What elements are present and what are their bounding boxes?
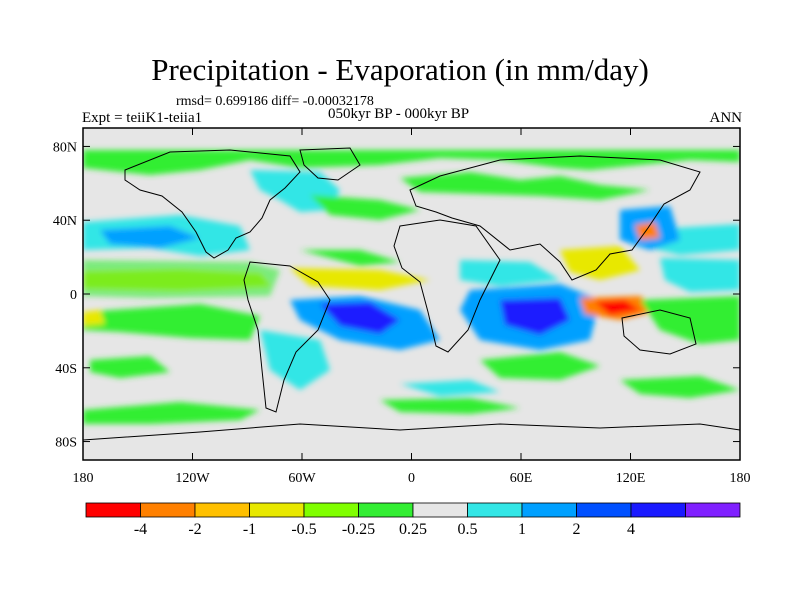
x-tick-label: 180 (730, 471, 751, 486)
y-tick-label: 40N (53, 214, 77, 229)
y-tick-label: 80N (53, 140, 77, 155)
y-tick-label: 40S (55, 362, 77, 377)
stats-line: rmsd= 0.699186 diff= -0.00032178 (176, 94, 374, 109)
field-patch (500, 298, 570, 335)
coastline-australia (621, 309, 697, 355)
colorbar: -4 -2 -1 -0.5 -0.25 0.25 0.5 1 2 4 (85, 502, 741, 538)
colorbar-label: -2 (188, 521, 201, 538)
colorbar-label: -1 (243, 521, 256, 538)
field-patch (83, 310, 105, 326)
field-patch (560, 246, 640, 280)
colorbar-swatch (630, 502, 686, 518)
colorbar-label: -0.25 (342, 521, 375, 538)
field-patch (595, 300, 640, 315)
coastline-antarctica (83, 423, 740, 441)
colorbar-swatch (358, 502, 414, 518)
colorbar-label: -0.5 (291, 521, 316, 538)
colorbar-label: -4 (134, 521, 147, 538)
plot-title: Precipitation - Evaporation (in mm/day) (151, 52, 649, 87)
field-patch (290, 268, 430, 290)
colorbar-swatch (521, 502, 577, 518)
colorbar-swatch (194, 502, 250, 518)
field-patch (620, 376, 740, 398)
colorbar-swatch (467, 502, 523, 518)
colorbar-swatch (249, 502, 305, 518)
field-patch (90, 356, 170, 378)
colorbar-swatch (576, 502, 632, 518)
field-patch (400, 380, 500, 396)
x-tick-label: 0 (408, 471, 415, 486)
colorbar-swatch (85, 502, 141, 518)
y-tick-label: 80S (55, 436, 77, 451)
field-patch (660, 258, 740, 292)
x-tick-label: 120W (175, 471, 210, 486)
coastline-north-america (124, 149, 301, 259)
field-patch (83, 304, 260, 340)
colorbar-swatch (303, 502, 359, 518)
x-tick-label: 60W (288, 471, 316, 486)
field-patch (83, 402, 260, 424)
coastline-africa (393, 219, 501, 353)
field-patch (320, 302, 400, 334)
season-label: ANN (709, 110, 743, 126)
field-patch (260, 330, 330, 390)
field-patch (460, 260, 560, 286)
field-patch (400, 172, 650, 200)
coastline-greenland (299, 147, 361, 181)
colorbar-label: 0.5 (458, 521, 478, 538)
colorbar-swatch (140, 502, 196, 518)
field-patch (480, 352, 600, 380)
y-tick-label: 0 (70, 288, 77, 303)
map-plot-area (82, 127, 741, 461)
colorbar-swatch (685, 502, 741, 518)
coastlines (83, 147, 740, 441)
x-tick-label: 180 (73, 471, 94, 486)
x-tick-label: 120E (616, 471, 646, 486)
axis-ticks: 180 120W 60W 0 60E 120E 180 80N 40N 0 40S 80S (53, 128, 751, 486)
coastline-south-america (243, 261, 331, 413)
field-patch (100, 226, 200, 248)
colorbar-label: 0.25 (399, 521, 427, 538)
coastline-eurasia (409, 155, 701, 281)
colorbar-label: 4 (627, 521, 635, 538)
experiment-label: Expt = teiiK1-teiia1 (82, 110, 203, 126)
period-label: 050kyr BP - 000kyr BP (328, 106, 470, 122)
field-patch (83, 260, 280, 298)
field-patch (310, 195, 420, 220)
field-patch (380, 398, 520, 414)
colorbar-swatch (412, 502, 468, 518)
field-patch (300, 250, 400, 266)
field-patch (635, 222, 660, 240)
field-contours (83, 150, 740, 424)
colorbar-label: 1 (518, 521, 526, 538)
x-tick-label: 60E (510, 471, 533, 486)
colorbar-label: 2 (573, 521, 581, 538)
